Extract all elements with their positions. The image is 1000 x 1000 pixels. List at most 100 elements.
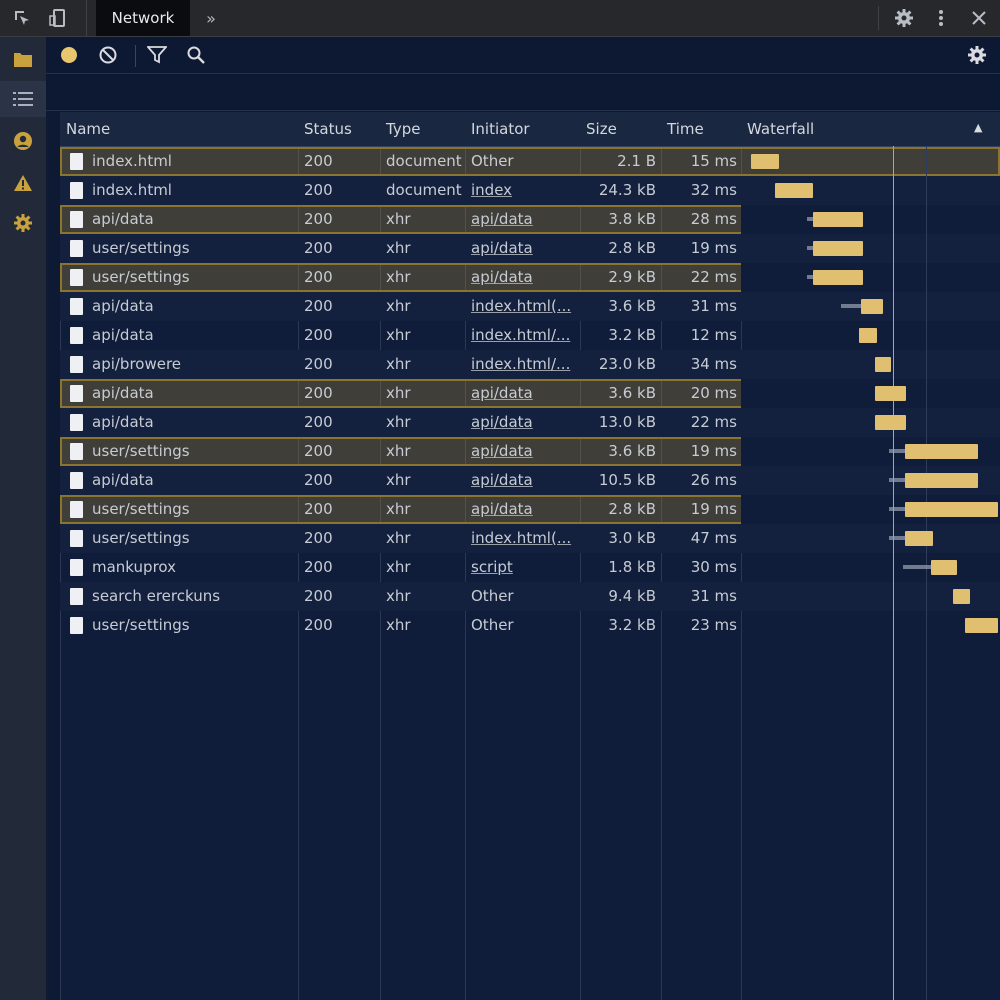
waterfall-cell[interactable] <box>741 176 1000 205</box>
table-row[interactable]: api/browere 200 xhr index.html/... 23.0 kB 34… <box>60 350 1000 379</box>
waterfall-waiting-segment <box>889 478 905 482</box>
waterfall-cell[interactable] <box>741 379 1000 408</box>
request-type: xhr <box>386 616 411 634</box>
waterfall-cell[interactable] <box>741 611 1000 640</box>
gear-icon[interactable] <box>962 37 992 73</box>
waterfall-cell[interactable] <box>741 553 1000 582</box>
user-icon[interactable] <box>0 123 46 159</box>
waterfall-cell[interactable] <box>741 350 1000 379</box>
request-status: 200 <box>304 326 333 344</box>
request-initiator[interactable]: api/data <box>471 384 533 402</box>
warning-icon[interactable] <box>0 165 46 201</box>
table-row[interactable]: api/data 200 xhr index.html(... 3.6 kB 31 ms <box>60 292 1000 321</box>
request-initiator[interactable]: api/data <box>471 210 533 228</box>
request-initiator[interactable]: index.html(... <box>471 297 572 315</box>
column-header-size[interactable]: Size <box>586 120 617 138</box>
request-type: xhr <box>386 268 411 286</box>
search-icon[interactable] <box>181 37 211 73</box>
waterfall-cell[interactable] <box>741 234 1000 263</box>
request-initiator[interactable]: api/data <box>471 268 533 286</box>
table-row[interactable]: user/settings 200 xhr api/data 3.6 kB 19 ms <box>60 437 1000 466</box>
request-size: 3.0 kB <box>608 529 656 547</box>
column-divider[interactable] <box>580 112 581 1000</box>
file-icon <box>70 327 83 344</box>
sort-ascending-icon[interactable]: ▲ <box>974 121 983 134</box>
request-initiator[interactable]: index.html/... <box>471 326 571 344</box>
waterfall-bar <box>905 531 933 546</box>
waterfall-cell[interactable] <box>741 321 1000 350</box>
more-tabs-icon[interactable]: » <box>206 8 216 28</box>
gear-icon[interactable] <box>0 205 46 241</box>
waterfall-cell[interactable] <box>741 437 1000 466</box>
request-type: xhr <box>386 558 411 576</box>
table-row[interactable]: user/settings 200 xhr api/data 2.8 kB 19 ms <box>60 495 1000 524</box>
device-toolbar-icon[interactable] <box>44 0 72 36</box>
waterfall-cell[interactable] <box>741 582 1000 611</box>
column-header-waterfall[interactable]: Waterfall <box>747 120 815 138</box>
more-vertical-icon[interactable] <box>928 0 954 36</box>
request-initiator[interactable]: api/data <box>471 442 533 460</box>
file-icon <box>70 472 83 489</box>
request-initiator[interactable]: index.html/... <box>471 355 571 373</box>
inspect-element-icon[interactable] <box>8 0 36 36</box>
table-row[interactable]: api/data 200 xhr api/data 10.5 kB 26 ms <box>60 466 1000 495</box>
request-type: xhr <box>386 500 411 518</box>
column-divider[interactable] <box>298 112 299 1000</box>
clear-icon[interactable] <box>93 37 123 73</box>
request-initiator[interactable]: api/data <box>471 471 533 489</box>
table-row[interactable]: index.html 200 document Other 2.1 B 15 ms <box>60 147 1000 176</box>
waterfall-cell[interactable] <box>741 292 1000 321</box>
waterfall-waiting-segment <box>807 246 813 250</box>
waterfall-cell[interactable] <box>741 408 1000 437</box>
waterfall-cell[interactable] <box>741 524 1000 553</box>
tab-network[interactable]: Network <box>96 0 190 36</box>
gear-icon[interactable] <box>890 0 918 36</box>
request-initiator[interactable]: script <box>471 558 513 576</box>
close-icon[interactable] <box>966 0 992 36</box>
request-status: 200 <box>304 268 333 286</box>
request-initiator[interactable]: index.html(... <box>471 529 572 547</box>
waterfall-cell[interactable] <box>741 205 1000 234</box>
table-row[interactable]: user/settings 200 xhr index.html(... 3.0 kB 4… <box>60 524 1000 553</box>
request-type: xhr <box>386 529 411 547</box>
column-divider[interactable] <box>465 112 466 1000</box>
request-initiator[interactable]: api/data <box>471 239 533 257</box>
column-header-name[interactable]: Name <box>66 120 111 138</box>
column-header-status[interactable]: Status <box>304 120 352 138</box>
request-initiator[interactable]: api/data <box>471 413 533 431</box>
table-row[interactable]: api/data 200 xhr api/data 3.8 kB 28 ms <box>60 205 1000 234</box>
request-name: user/settings <box>92 616 190 634</box>
waterfall-cell[interactable] <box>741 147 1000 176</box>
request-time: 12 ms <box>690 326 737 344</box>
request-initiator[interactable]: api/data <box>471 500 533 518</box>
waterfall-cell[interactable] <box>741 495 1000 524</box>
table-row[interactable]: user/settings 200 xhr api/data 2.8 kB 19 ms <box>60 234 1000 263</box>
table-row[interactable]: api/data 200 xhr index.html/... 3.2 kB 12 ms <box>60 321 1000 350</box>
waterfall-cell[interactable] <box>741 466 1000 495</box>
table-row[interactable]: user/settings 200 xhr Other 3.2 kB 23 ms <box>60 611 1000 640</box>
table-row[interactable]: search ererckuns 200 xhr Other 9.4 kB 31 ms <box>60 582 1000 611</box>
column-divider[interactable] <box>741 112 742 1000</box>
column-divider[interactable] <box>661 112 662 1000</box>
column-header-time[interactable]: Time <box>667 120 704 138</box>
filter-icon[interactable] <box>142 37 172 73</box>
request-time: 32 ms <box>690 181 737 199</box>
waterfall-bar <box>905 473 978 488</box>
table-row[interactable]: user/settings 200 xhr api/data 2.9 kB 22 ms <box>60 263 1000 292</box>
request-size: 3.6 kB <box>608 297 656 315</box>
waterfall-bar <box>875 415 906 430</box>
waterfall-cell[interactable] <box>741 263 1000 292</box>
table-row[interactable]: api/data 200 xhr api/data 13.0 kB 22 ms <box>60 408 1000 437</box>
column-divider[interactable] <box>380 112 381 1000</box>
request-status: 200 <box>304 587 333 605</box>
folder-icon[interactable] <box>0 41 46 77</box>
record-icon[interactable] <box>54 37 84 73</box>
table-row[interactable]: api/data 200 xhr api/data 3.6 kB 20 ms <box>60 379 1000 408</box>
column-header-initiator[interactable]: Initiator <box>471 120 530 138</box>
request-initiator[interactable]: index <box>471 181 513 199</box>
table-row[interactable]: index.html 200 document index 24.3 kB 32 ms <box>60 176 1000 205</box>
table-row[interactable]: mankuprox 200 xhr script 1.8 kB 30 ms <box>60 553 1000 582</box>
request-name: api/data <box>92 471 154 489</box>
column-header-type[interactable]: Type <box>386 120 421 138</box>
list-icon[interactable] <box>0 81 46 117</box>
